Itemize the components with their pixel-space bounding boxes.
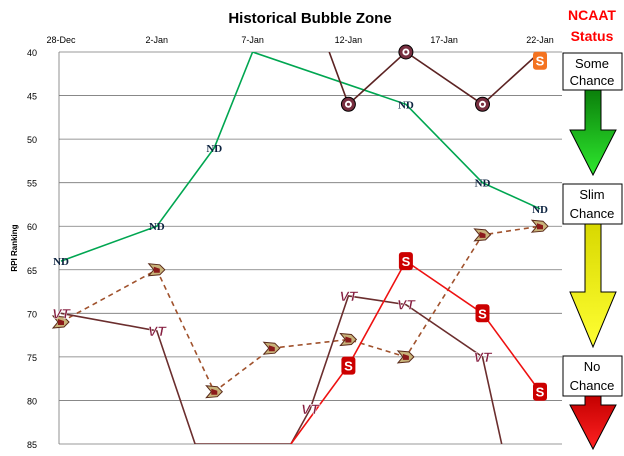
svg-text:ND: ND <box>532 204 548 216</box>
y-tick-labels: 40 45 50 55 60 65 70 75 80 85 <box>27 48 37 450</box>
svg-text:S: S <box>402 254 411 269</box>
y-tick-label: 50 <box>27 135 37 145</box>
status-panel: NCAAT Status Some Chance Slim Chance No … <box>562 7 623 451</box>
level-some-chance-box <box>562 52 623 91</box>
y-tick-label: 70 <box>27 309 37 319</box>
nd-logo-icon: ND <box>532 204 548 216</box>
series-markers: ND ND ND ND ND ND VT VT VT VT VT VT S S S S S <box>51 44 549 417</box>
y-tick-label: 45 <box>27 92 37 102</box>
bc-logo-icon <box>147 263 166 277</box>
y-tick-label: 65 <box>27 266 37 276</box>
x-tick-label: 7-Jan <box>241 35 264 45</box>
y-tick-label: 60 <box>27 222 37 232</box>
y-tick-label: 80 <box>27 396 37 406</box>
y-tick-label: 75 <box>27 353 37 363</box>
vt-logo-icon: VT <box>52 305 72 321</box>
svg-text:S: S <box>344 359 353 374</box>
nd-logo-icon: ND <box>149 221 165 233</box>
y-tick-label: 85 <box>27 440 37 450</box>
fsu-logo-icon <box>475 96 490 112</box>
svg-text:S: S <box>478 306 487 321</box>
nd-logo-icon: ND <box>398 99 414 111</box>
svg-text:VT: VT <box>397 297 416 313</box>
gridlines <box>58 51 562 445</box>
bc-logo-icon <box>51 315 70 329</box>
ncsu-logo-icon: S <box>475 304 490 323</box>
ncsu-logo-icon: S <box>341 356 356 375</box>
nd-logo-icon: ND <box>53 256 69 268</box>
x-tick-label: 12-Jan <box>335 35 363 45</box>
svg-text:S: S <box>536 385 545 400</box>
y-axis-label: RPI Ranking <box>10 224 19 271</box>
level-slim-chance-line1: Slim <box>579 187 604 202</box>
svg-text:ND: ND <box>206 143 222 155</box>
ncsu-logo-icon: S <box>533 382 547 401</box>
series-line-vt <box>60 295 503 444</box>
svg-text:ND: ND <box>475 178 491 190</box>
series-line-fsu <box>328 52 541 106</box>
status-title-line1: NCAAT <box>568 7 616 23</box>
level-some-chance-line1: Some <box>575 56 609 71</box>
ncsu-logo-icon: S <box>398 252 413 271</box>
y-tick-label: 55 <box>27 179 37 189</box>
x-tick-label: 22-Jan <box>526 35 554 45</box>
svg-text:ND: ND <box>149 221 165 233</box>
fsu-logo-icon <box>340 96 356 112</box>
chart-title: Historical Bubble Zone <box>228 10 391 27</box>
level-slim-chance-box <box>562 183 623 225</box>
bc-logo-icon <box>396 350 415 364</box>
svg-text:VT: VT <box>339 288 358 304</box>
red-arrow-icon <box>569 395 617 451</box>
bc-logo-icon <box>473 228 492 242</box>
syracuse-logo-icon: S <box>533 51 547 70</box>
svg-text:VT: VT <box>148 323 167 339</box>
yellow-arrow-icon <box>569 222 617 349</box>
bc-logo-icon <box>205 385 224 399</box>
vt-logo-icon: VT <box>339 288 359 304</box>
svg-text:ND: ND <box>53 256 69 268</box>
x-tick-labels: 28-Dec 2-Jan 7-Jan 12-Jan 17-Jan 22-Jan <box>46 35 553 45</box>
vt-logo-icon: VT <box>148 323 168 339</box>
nd-logo-icon: ND <box>206 143 222 155</box>
bc-logo-icon <box>530 219 549 233</box>
series-line-nd <box>60 52 541 262</box>
svg-text:S: S <box>536 54 545 69</box>
svg-text:VT: VT <box>52 305 71 321</box>
svg-text:VT: VT <box>301 401 320 417</box>
x-tick-label: 28-Dec <box>46 35 76 45</box>
series-line-bc <box>60 225 541 393</box>
vt-logo-icon: VT <box>397 296 417 313</box>
y-tick-label: 40 <box>27 48 37 58</box>
bc-logo-icon <box>262 341 281 355</box>
vt-logo-icon: VT <box>473 349 493 365</box>
fsu-logo-icon <box>398 44 414 60</box>
bc-logo-icon <box>339 332 358 347</box>
vt-logo-icon: VT <box>301 401 321 417</box>
green-arrow-icon <box>569 87 617 177</box>
level-no-chance-line1: No <box>584 359 601 374</box>
level-some-chance-line2: Chance <box>570 73 615 88</box>
status-title-line2: Status <box>571 28 614 44</box>
svg-text:VT: VT <box>474 349 493 365</box>
series-lines <box>60 52 541 444</box>
x-tick-label: 2-Jan <box>146 35 169 45</box>
level-no-chance-line2: Chance <box>570 378 615 393</box>
series-line-ncsu <box>290 259 541 444</box>
level-no-chance-box <box>562 355 623 397</box>
nd-logo-icon: ND <box>475 178 491 190</box>
svg-text:ND: ND <box>398 99 414 111</box>
x-tick-label: 17-Jan <box>430 35 458 45</box>
level-slim-chance-line2: Chance <box>570 206 615 221</box>
